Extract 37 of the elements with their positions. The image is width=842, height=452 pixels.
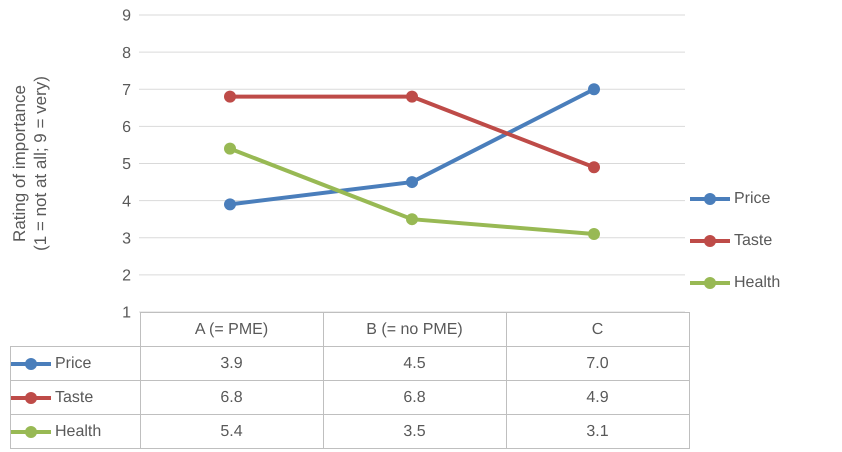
y-tick-label: 7 — [122, 82, 132, 99]
y-tick-label: 1 — [122, 304, 132, 322]
y-tick-label: 9 — [122, 8, 132, 25]
point — [224, 90, 236, 103]
data-label: 3.9 — [140, 346, 323, 380]
y-tick-label: 8 — [122, 44, 132, 62]
point — [588, 161, 600, 174]
y-tick-label: 3 — [122, 230, 132, 248]
data-label: 3.1 — [506, 414, 689, 448]
point — [406, 213, 418, 226]
legend-label: Price — [734, 190, 770, 208]
data-label: 4.9 — [506, 380, 689, 414]
data-label: 6.8 — [140, 380, 323, 414]
text: Taste — [55, 388, 94, 406]
x-tick-label: B (= no PME) — [323, 312, 506, 346]
point — [588, 228, 600, 240]
x-tick-label: C — [506, 312, 689, 346]
y-tick-label: 5 — [122, 156, 132, 174]
point — [406, 176, 418, 188]
data-label: 3.5 — [323, 414, 506, 448]
data-label: 5.4 — [140, 414, 323, 448]
text: Price — [55, 354, 92, 372]
data-label: 4.5 — [323, 346, 506, 380]
point — [406, 90, 418, 103]
text: Health — [55, 422, 102, 440]
data-label: 6.8 — [323, 380, 506, 414]
x-tick-label: A (= PME) — [140, 312, 323, 346]
data-label: 7.0 — [506, 346, 689, 380]
point — [588, 83, 600, 96]
y-tick-label: 4 — [122, 193, 132, 210]
y-axis-title: Rating of importance (1 = not at all; 9 = very) — [10, 76, 50, 251]
legend-label: Taste — [734, 232, 772, 250]
point — [224, 198, 236, 210]
legend-label: Health — [734, 274, 780, 292]
point — [224, 142, 236, 155]
y-tick-label: 6 — [122, 119, 132, 136]
y-tick-label: 2 — [122, 268, 132, 285]
